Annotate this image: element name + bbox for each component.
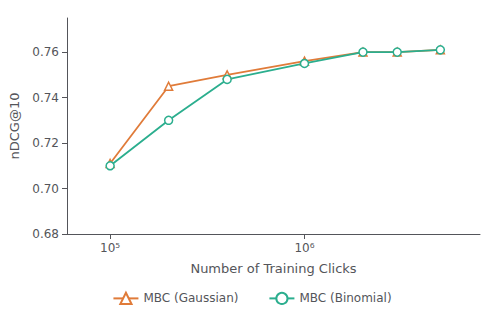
svg-text:0.74: 0.74 [32, 91, 59, 105]
svg-text:0.72: 0.72 [32, 136, 59, 150]
svg-text:10⁵: 10⁵ [100, 241, 120, 255]
svg-text:MBC (Gaussian): MBC (Gaussian) [143, 291, 238, 305]
svg-text:MBC (Binomial): MBC (Binomial) [299, 291, 391, 305]
svg-text:0.76: 0.76 [32, 45, 59, 59]
svg-text:0.68: 0.68 [32, 227, 59, 241]
svg-text:0.70: 0.70 [32, 182, 59, 196]
svg-text:10⁶: 10⁶ [294, 241, 314, 255]
svg-text:Number of Training Clicks: Number of Training Clicks [190, 261, 356, 276]
svg-text:nDCG@10: nDCG@10 [7, 93, 22, 160]
